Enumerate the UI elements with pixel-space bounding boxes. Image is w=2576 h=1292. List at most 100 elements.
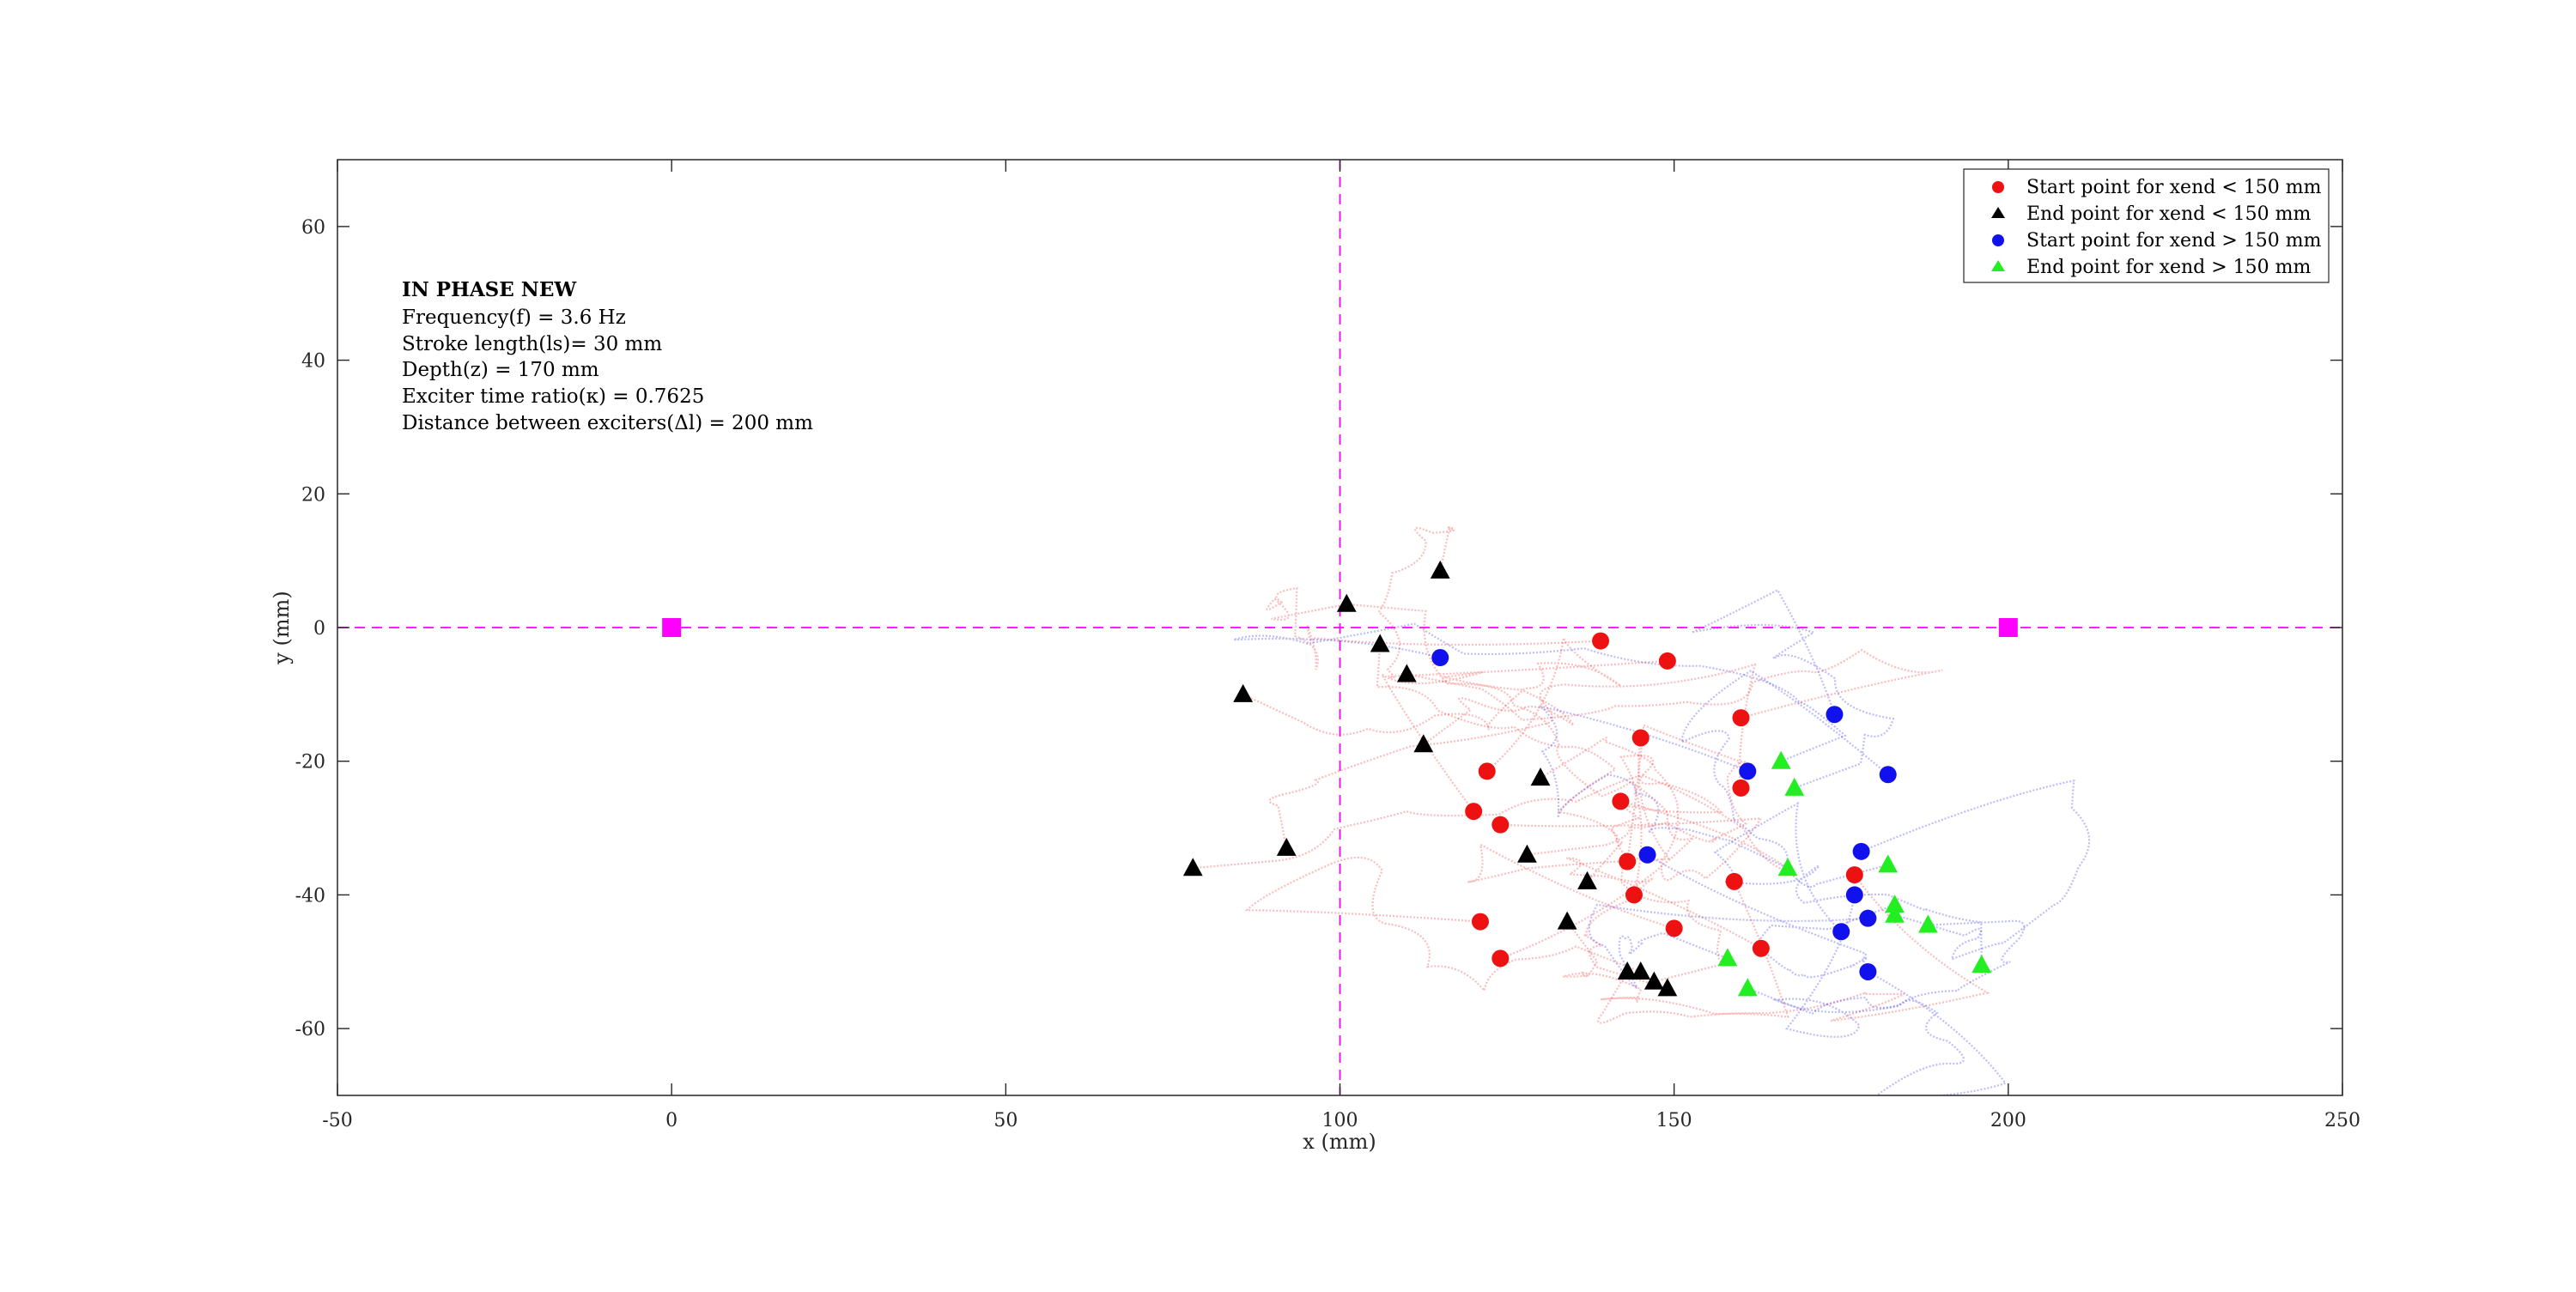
x-tick-label: 200	[1990, 1110, 2026, 1131]
legend: Start point for xend < 150 mm End point …	[1963, 168, 2330, 283]
exciter-marker-square	[662, 618, 682, 637]
trajectory-path	[1646, 853, 1895, 979]
trajectory-path	[1861, 779, 2091, 961]
trajectory-path	[1242, 637, 1621, 773]
data-point-circle	[1431, 649, 1449, 667]
data-point-circle	[1739, 762, 1757, 780]
data-point-circle	[1732, 709, 1750, 727]
legend-entry-start-low: Start point for xend < 150 mm	[2026, 177, 2322, 198]
data-point-triangle	[1737, 978, 1758, 997]
data-point-circle	[1845, 866, 1863, 884]
data-point-circle	[1658, 652, 1676, 670]
data-point-circle	[1465, 803, 1483, 821]
data-point-triangle	[1530, 767, 1551, 786]
data-point-triangle	[1717, 948, 1738, 967]
data-point-circle	[1492, 949, 1510, 967]
data-point-triangle	[1396, 664, 1417, 682]
data-point-triangle	[1657, 978, 1678, 997]
data-point-circle	[1592, 632, 1610, 650]
data-point-triangle	[1413, 734, 1434, 753]
data-point-circle	[1612, 792, 1630, 810]
trajectory-path	[1233, 622, 1847, 762]
x-tick-label: 100	[1322, 1110, 1358, 1131]
data-point-circle	[1826, 706, 1844, 724]
legend-marker-red-circle	[1992, 181, 2004, 193]
data-point-triangle	[1784, 777, 1805, 796]
x-tick-label: 0	[665, 1110, 677, 1131]
trajectory-path	[1588, 903, 1868, 990]
data-point-triangle	[1885, 904, 1905, 923]
annotation-title: IN PHASE NEW	[402, 278, 577, 301]
data-point-triangle	[1918, 914, 1938, 933]
trajectory-path	[1193, 774, 1795, 874]
data-point-circle	[1478, 762, 1496, 780]
data-point-triangle	[1631, 961, 1651, 980]
trajectory-path	[1563, 881, 1789, 1018]
data-point-triangle	[1276, 837, 1297, 856]
x-tick-label: 150	[1656, 1110, 1692, 1131]
trajectory-path	[1527, 724, 1750, 862]
data-point-circle	[1879, 766, 1897, 784]
trajectory-path	[1500, 737, 1763, 882]
data-point-circle	[1631, 729, 1649, 747]
annotation-block: IN PHASE NEW Frequency(f) = 3.6 Hz Strok…	[402, 278, 813, 434]
x-tick-label: -50	[322, 1110, 352, 1131]
trajectory-path	[1538, 705, 1789, 870]
data-point-circle	[1625, 886, 1643, 904]
data-point-circle	[1852, 842, 1870, 860]
legend-box	[1963, 168, 2330, 283]
legend-entry-end-low: End point for xend < 150 mm	[2026, 203, 2312, 225]
y-tick-label: -40	[295, 885, 325, 907]
trajectory-path	[1346, 603, 1694, 960]
legend-marker-blue-circle	[1992, 234, 2004, 246]
x-tick-label: 250	[2324, 1110, 2360, 1131]
legend-marker-black-triangle	[1991, 207, 2005, 218]
trajectory-path	[1381, 670, 1575, 812]
data-point-triangle	[1885, 895, 1905, 913]
y-tick-label: 20	[301, 484, 325, 506]
annotation-depth: Depth(z) = 170 mm	[402, 359, 599, 381]
data-point-triangle	[1971, 955, 1992, 974]
data-point-circle	[1859, 909, 1877, 927]
annotation-stroke-length: Stroke length(ls)= 30 mm	[402, 333, 662, 355]
data-point-triangle	[1182, 858, 1203, 876]
trajectory-path	[1772, 895, 2026, 1038]
data-point-circle	[1492, 816, 1510, 834]
legend-entry-end-high: End point for xend > 150 mm	[2026, 257, 2312, 278]
data-point-circle	[1725, 872, 1743, 890]
data-point-circle	[1752, 939, 1770, 957]
trajectory-path	[1467, 842, 1727, 983]
exciter-marker-square	[1998, 618, 2018, 637]
data-point-circle	[1638, 846, 1656, 864]
data-point-triangle	[1557, 911, 1577, 930]
y-tick-label: 40	[301, 351, 325, 373]
trajectory-path	[1244, 856, 1642, 993]
data-point-circle	[1665, 919, 1683, 937]
trajectory-paths	[1193, 525, 2091, 1095]
trajectory-path	[1597, 874, 1990, 1024]
annotation-frequency: Frequency(f) = 3.6 Hz	[402, 306, 626, 329]
trajectory-path	[1691, 588, 1895, 789]
y-tick-label: 0	[313, 618, 325, 640]
data-point-triangle	[1370, 634, 1390, 652]
data-point-triangle	[1777, 858, 1798, 876]
data-point-circle	[1845, 886, 1863, 904]
data-point-circle	[1619, 852, 1637, 870]
data-markers	[662, 560, 2018, 997]
data-point-triangle	[1577, 870, 1597, 889]
legend-marker-green-triangle	[1991, 260, 2005, 271]
x-tick-label: 50	[993, 1110, 1018, 1131]
trajectory-path	[1376, 644, 1671, 861]
trajectory-path	[1747, 971, 2008, 1095]
data-point-triangle	[1617, 961, 1637, 980]
trajectory-path	[1713, 801, 1983, 966]
trajectory-path	[1406, 648, 1943, 721]
data-point-triangle	[1430, 560, 1450, 579]
data-point-triangle	[1517, 844, 1537, 863]
annotation-time-ratio: Exciter time ratio(κ) = 0.7625	[402, 385, 704, 408]
data-point-triangle	[1771, 750, 1791, 769]
data-point-circle	[1832, 923, 1850, 941]
data-point-circle	[1859, 962, 1877, 980]
